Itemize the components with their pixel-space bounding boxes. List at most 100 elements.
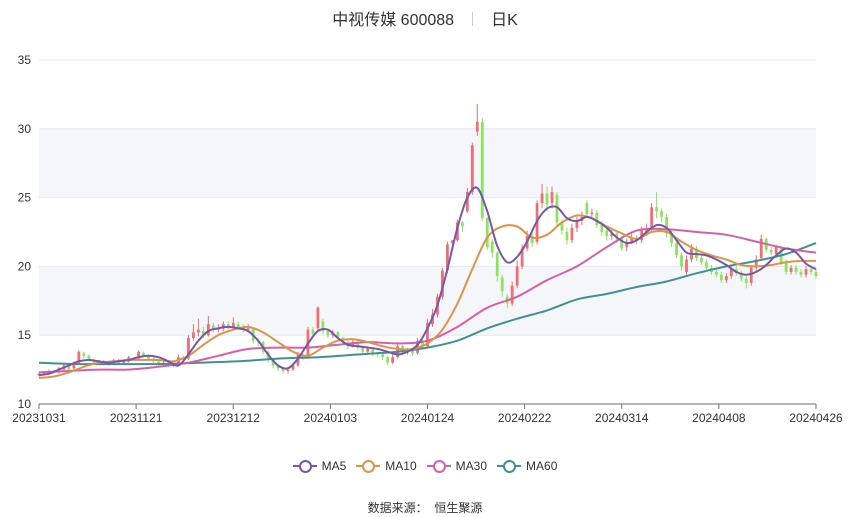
legend-label: MA30: [455, 459, 488, 473]
candle-body: [226, 324, 230, 327]
candle-body: [446, 244, 449, 271]
candle-body: [381, 354, 385, 358]
candle-body: [794, 267, 798, 272]
candle-body: [530, 236, 534, 244]
source-label: 数据来源：: [367, 501, 428, 515]
candle-body: [485, 218, 489, 248]
x-tick-label: 20231121: [110, 411, 163, 425]
candle-body: [714, 271, 718, 275]
candle-body: [570, 227, 574, 241]
candle-body: [630, 237, 634, 242]
candle-body: [590, 212, 594, 215]
candle-body: [326, 331, 330, 336]
y-axis: 10 15 20 25 30 35: [18, 53, 32, 411]
candle-body: [600, 225, 604, 232]
x-tick-label: 20231031: [12, 411, 66, 425]
y-tick-label: 25: [18, 191, 32, 205]
candle-body: [187, 337, 190, 359]
candle-body: [465, 192, 469, 212]
candle-body: [366, 348, 370, 352]
candle-body: [610, 233, 614, 237]
candle-body: [585, 203, 589, 215]
chart-header: 中视传媒 600088 日K: [0, 6, 850, 30]
candle-body: [804, 269, 808, 275]
candle-body: [311, 329, 315, 334]
candle-body: [480, 121, 484, 219]
legend-label: MA60: [526, 459, 558, 473]
candle-body: [749, 267, 753, 283]
candle-body: [784, 262, 788, 272]
candle-body: [426, 322, 429, 347]
candle-body: [356, 342, 360, 348]
y-tick-label: 35: [18, 53, 32, 67]
candle-body: [281, 368, 285, 371]
candle-body: [744, 278, 748, 283]
candle-body: [460, 222, 464, 227]
candle-body: [675, 243, 678, 256]
legend-item-ma30[interactable]: MA30: [426, 459, 488, 473]
candle-body: [196, 329, 200, 333]
candle-body: [809, 269, 813, 272]
candle-body: [545, 193, 549, 205]
candle-body: [719, 274, 723, 281]
candle-body: [520, 248, 524, 267]
chart-title: 中视传媒 600088: [332, 12, 455, 29]
candle-body: [799, 271, 803, 275]
candle-body: [615, 233, 619, 239]
candle-body: [515, 266, 519, 286]
candle-body: [321, 321, 325, 332]
x-tick-label: 20240408: [692, 411, 746, 425]
legend-marker-icon: [356, 459, 381, 473]
source-value: 恒生聚源: [434, 501, 483, 515]
y-tick-label: 15: [18, 328, 32, 342]
candle-body: [246, 328, 250, 330]
candle-body: [451, 240, 454, 244]
candle-body: [276, 365, 280, 369]
legend-label: MA10: [385, 459, 417, 473]
candle-body: [814, 271, 818, 277]
candle-body: [560, 223, 564, 231]
candle-body: [769, 249, 773, 253]
candle-body: [301, 355, 305, 358]
candle-body: [700, 258, 703, 263]
x-tick-label: 20240124: [401, 411, 455, 425]
candle-body: [221, 324, 225, 329]
candle-body: [147, 355, 150, 359]
y-tick-label: 30: [18, 122, 32, 136]
header-separator: [472, 12, 474, 26]
candle-body: [595, 212, 599, 226]
candle-body: [550, 192, 554, 204]
legend-item-ma60[interactable]: MA60: [497, 459, 557, 473]
candle-body: [475, 121, 479, 132]
candle-body: [286, 369, 290, 371]
candle-body: [555, 194, 559, 223]
candle-body: [655, 207, 659, 212]
legend-label: MA5: [321, 459, 347, 473]
candle-body: [87, 355, 91, 360]
candle-body: [605, 230, 609, 237]
candle-body: [142, 353, 145, 356]
candle-body: [540, 193, 544, 204]
legend-item-ma5[interactable]: MA5: [292, 459, 347, 473]
candle-body: [421, 340, 424, 347]
data-source: 数据来源： 恒生聚源: [0, 499, 850, 516]
legend-marker-icon: [497, 459, 522, 473]
chart-period: 日K: [491, 12, 518, 29]
candle-body: [271, 359, 275, 366]
candle-body: [291, 365, 295, 370]
candle-body: [386, 357, 390, 363]
candle-body: [316, 307, 320, 329]
legend-item-ma10[interactable]: MA10: [356, 459, 417, 473]
candle-body: [441, 270, 444, 297]
candle-body: [192, 332, 195, 338]
candle-body: [411, 350, 414, 354]
legend: MA5 MA10 MA30 MA60: [0, 459, 850, 476]
candle-body: [157, 361, 160, 365]
candle-body: [490, 241, 494, 253]
x-tick-label: 20240314: [595, 411, 649, 425]
candle-body: [670, 233, 673, 244]
candle-body: [137, 351, 141, 359]
candle-body: [650, 207, 654, 230]
legend-marker-icon: [292, 459, 317, 473]
